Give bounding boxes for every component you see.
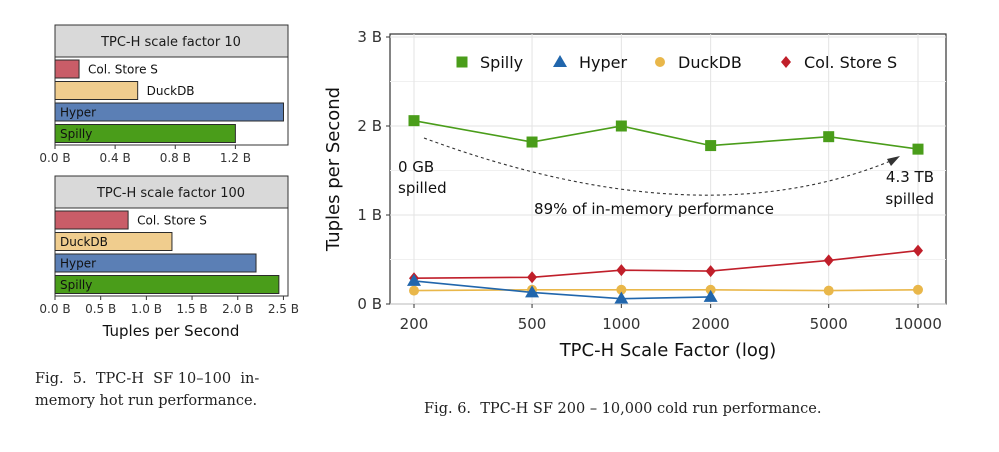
- point-duckdb: [409, 285, 419, 296]
- bar-spilly: [54, 124, 236, 143]
- annotation-arrow: [423, 137, 894, 196]
- line-chart-axes: 0 B 1 B 2 B 3 B 200 500 1000 2000 5000 10000: [357, 28, 941, 333]
- bar-spilly: [54, 275, 280, 294]
- facet-sf10-bars: Col. Store S DuckDB Hyper Spilly: [54, 59, 284, 143]
- bar-label-spilly: Spilly: [60, 278, 92, 292]
- line-chart: 0 B 1 B 2 B 3 B 200 500 1000 2000 5000 10000 Tupl…: [323, 28, 947, 361]
- facet-sf100-strip: [54, 175, 289, 209]
- x-tick-label: 0.4 B: [100, 151, 131, 165]
- legend-label-duckdb: DuckDB: [678, 53, 742, 72]
- annotation-middle: 89% of in-memory performance: [534, 200, 774, 218]
- legend-key-hyper: [553, 55, 567, 67]
- point-hyper: [614, 291, 629, 304]
- point-spilly: [912, 143, 924, 155]
- point-col-store-s: [705, 265, 716, 278]
- fig6-caption: Fig. 6. TPC-H SF 200 – 10,000 cold run p…: [424, 401, 822, 417]
- facet-sf100: TPC-H scale factor 100 Col. Store S DuckD…: [39, 175, 299, 340]
- x-tick-label: 1.0 B: [131, 302, 162, 316]
- bar-label-hyper: Hyper: [60, 257, 96, 271]
- point-duckdb: [705, 284, 716, 295]
- y-tick-label: 2 B: [357, 117, 382, 135]
- legend-label-hyper: Hyper: [579, 53, 628, 72]
- bar-label-duckdb: DuckDB: [147, 84, 195, 98]
- x-tick-label: 10000: [894, 315, 942, 333]
- line-chart-xlabel: TPC-H Scale Factor (log): [559, 340, 777, 361]
- x-tick-label: 2000: [692, 315, 730, 333]
- point-spilly: [526, 136, 538, 148]
- point-duckdb: [913, 284, 923, 295]
- line-chart-panel: [389, 33, 947, 305]
- annotation-left-line1: 0 GB: [398, 158, 434, 176]
- legend-key-spilly: [456, 56, 468, 68]
- point-col-store-s: [823, 254, 834, 267]
- point-duckdb: [616, 284, 627, 295]
- bar-label-col-store-s: Col. Store S: [137, 214, 207, 228]
- fig5-caption-line1: Fig. 5. TPC-H SF 10–100 in-: [35, 371, 260, 387]
- line-chart-series: [407, 115, 924, 304]
- y-tick-label: 0 B: [357, 295, 382, 313]
- series-line-col-store-s: [413, 249, 919, 279]
- x-tick-label: 0.0 B: [39, 302, 70, 316]
- series-line-hyper: [413, 280, 711, 300]
- bar-label-col-store-s: Col. Store S: [88, 63, 158, 77]
- bar-col-store-s: [54, 59, 80, 79]
- annotation-right-line2: spilled: [885, 190, 934, 208]
- point-hyper: [525, 285, 540, 298]
- facet-sf100-xlabel: Tuples per Second: [102, 322, 240, 340]
- facet-sf100-axis: 0.0 B 0.5 B 1.0 B 1.5 B 2.0 B 2.5 B: [39, 296, 299, 316]
- bar-label-hyper: Hyper: [60, 106, 96, 120]
- x-tick-label: 200: [400, 315, 429, 333]
- bar-label-duckdb: DuckDB: [60, 235, 108, 249]
- x-tick-label: 1.5 B: [176, 302, 207, 316]
- line-chart-ylabel: Tuples per Second: [323, 87, 344, 252]
- bar-duckdb: [54, 81, 139, 100]
- x-tick-label: 0.5 B: [85, 302, 116, 316]
- legend-key-duckdb: [655, 57, 665, 67]
- facet-sf10-title: TPC-H scale factor 10: [100, 35, 241, 50]
- x-tick-label: 0.8 B: [160, 151, 191, 165]
- point-spilly: [615, 120, 627, 132]
- fig5-caption: Fig. 5. TPC-H SF 10–100 in- memory hot r…: [35, 368, 305, 412]
- annotation-right-line1: 4.3 TB: [886, 168, 934, 186]
- annotation-left-line2: spilled: [398, 179, 447, 197]
- series-line-duckdb: [413, 288, 919, 292]
- point-hyper: [703, 289, 718, 302]
- facet-sf10-strip: [54, 24, 289, 58]
- x-tick-label: 5000: [810, 315, 848, 333]
- x-tick-label: 500: [518, 315, 547, 333]
- bar-label-spilly: Spilly: [60, 127, 92, 141]
- annotation-arrowhead: [887, 156, 900, 166]
- line-chart-grid: [390, 34, 946, 305]
- bar-col-store-s: [54, 210, 129, 230]
- point-duckdb: [823, 285, 834, 296]
- point-spilly: [823, 131, 835, 143]
- point-spilly: [705, 140, 717, 152]
- series-line-spilly: [413, 119, 919, 150]
- facet-sf10-axis: 0.0 B 0.4 B 0.8 B 1.2 B: [39, 145, 251, 165]
- point-col-store-s: [913, 244, 923, 257]
- x-tick-label: 1.2 B: [220, 151, 251, 165]
- x-tick-label: 2.0 B: [222, 302, 253, 316]
- bar-hyper: [54, 253, 257, 273]
- legend-key-col-store-s: [781, 56, 791, 68]
- point-spilly: [408, 115, 420, 127]
- point-col-store-s: [616, 264, 627, 277]
- facet-sf10: TPC-H scale factor 10 Col. Store S DuckDB…: [39, 24, 289, 165]
- point-col-store-s: [527, 271, 538, 284]
- bar-duckdb: [54, 232, 173, 251]
- y-tick-label: 3 B: [357, 28, 382, 46]
- x-tick-label: 1000: [602, 315, 640, 333]
- point-hyper: [407, 273, 421, 286]
- x-tick-label: 2.5 B: [268, 302, 299, 316]
- x-tick-label: 0.0 B: [39, 151, 70, 165]
- y-tick-label: 1 B: [357, 206, 382, 224]
- fig5-caption-line2: memory hot run performance.: [35, 393, 258, 409]
- legend-label-col-store-s: Col. Store S: [804, 53, 897, 72]
- line-chart-legend: Spilly Hyper DuckDB Col. Store S: [456, 53, 897, 72]
- legend-label-spilly: Spilly: [480, 53, 523, 72]
- bar-hyper: [54, 102, 284, 122]
- facet-sf100-bars: Col. Store S DuckDB Hyper Spilly: [54, 210, 280, 294]
- facet-sf100-title: TPC-H scale factor 100: [96, 186, 245, 201]
